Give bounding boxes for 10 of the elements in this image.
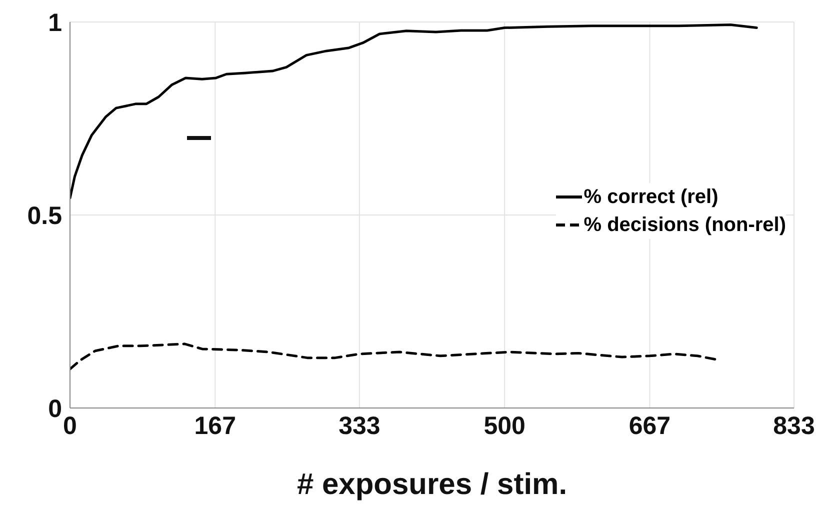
legend-label: % correct (rel) <box>584 185 718 210</box>
x-tick-label: 167 <box>194 412 236 440</box>
legend-label: % decisions (non-rel) <box>584 213 786 238</box>
x-tick-label: 833 <box>773 412 815 440</box>
x-tick-label: 500 <box>484 412 526 440</box>
x-tick-label: 667 <box>628 412 671 440</box>
x-axis-title: # exposures / stim. <box>296 468 568 501</box>
y-tick-label: 0.5 <box>27 202 62 230</box>
x-tick-label: 333 <box>338 412 380 440</box>
y-tick-label: 1 <box>48 8 62 37</box>
